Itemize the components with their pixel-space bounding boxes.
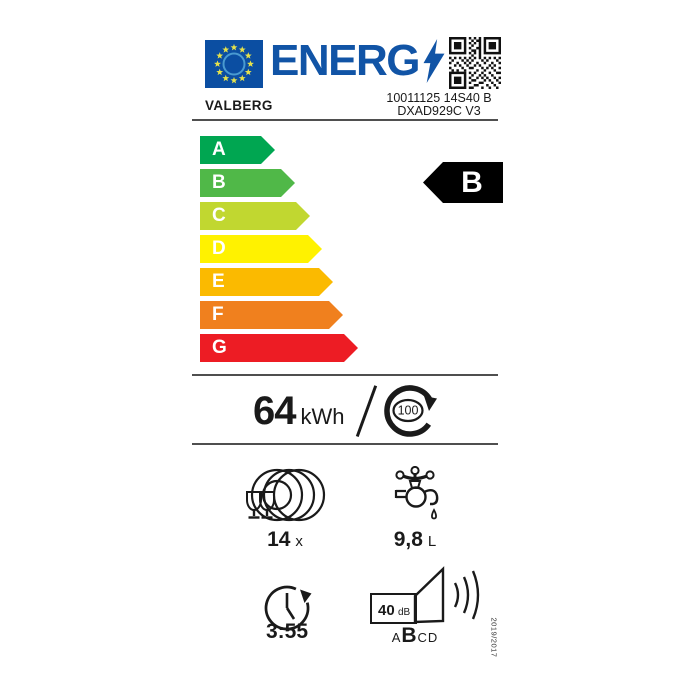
divider <box>192 119 498 121</box>
sound-wave <box>462 576 470 614</box>
energy-logo: ENERG <box>270 36 446 86</box>
noise-class-d: D <box>427 630 439 645</box>
scale-letter: C <box>212 205 226 226</box>
model-identifier: 10011125 14S40 B DXAD929C V3 <box>378 92 500 118</box>
place-settings-icon <box>246 468 326 522</box>
brand-name: VALBERG <box>205 98 273 113</box>
water-stat: 9,8 L <box>370 528 460 552</box>
scale-letter: F <box>212 304 224 325</box>
noise-class-scale: A B C D <box>370 624 460 648</box>
noise-class-b: B <box>401 624 418 647</box>
scale-arrow-a: A <box>200 136 275 164</box>
duration-stat: 3:55 <box>242 620 332 644</box>
lightning-bolt-icon <box>423 39 445 83</box>
noise-class-a: A <box>391 630 402 645</box>
energy-value: 64 <box>253 388 296 433</box>
cycle-duration-icon <box>264 585 312 631</box>
scale-letter: A <box>212 139 226 160</box>
noise-icon: 40 dB <box>370 566 480 624</box>
model-line1: 10011125 14S40 B <box>386 91 492 105</box>
water-value: 9,8 <box>393 528 423 551</box>
duration-value: 3:55 <box>265 620 309 643</box>
energy-unit: kWh <box>300 403 345 429</box>
scale-letter: B <box>212 172 226 193</box>
energy-logo-text: ENERG <box>270 36 420 85</box>
sound-wave <box>453 582 460 608</box>
rated-class-letter: B <box>461 165 483 199</box>
per-100-cycles-icon: 100 <box>384 385 437 437</box>
scale-arrow-e: E <box>200 268 333 296</box>
divider <box>192 374 498 376</box>
noise-value: 40 <box>378 602 395 619</box>
scale-arrow-b: B <box>200 169 295 197</box>
capacity-unit: x <box>295 533 303 550</box>
divider <box>192 443 498 445</box>
per-cycles-value: 100 <box>398 404 419 418</box>
water-unit: L <box>427 533 437 550</box>
scale-arrow-f: F <box>200 301 343 329</box>
scale-letter: D <box>212 238 226 259</box>
scale-arrow-c: C <box>200 202 310 230</box>
eu-flag-icon <box>205 40 263 88</box>
energy-value-group: 64 kWh <box>253 389 345 434</box>
model-line2: DXAD929C V3 <box>397 104 481 118</box>
regulation-reference: 2019/2017 <box>489 617 499 658</box>
scale-arrow-g: G <box>200 334 358 362</box>
sound-wave <box>471 570 480 620</box>
scale-arrow-d: D <box>200 235 322 263</box>
scale-letter: E <box>212 271 225 292</box>
noise-class-c: C <box>417 630 428 645</box>
noise-unit: dB <box>398 607 411 618</box>
qr-code-icon <box>449 37 501 89</box>
energy-consumption: 64 kWh 100 <box>192 382 498 440</box>
rated-class-pointer: B <box>423 162 503 203</box>
scale-letter: G <box>212 337 227 358</box>
water-tap-icon <box>394 466 439 520</box>
capacity-stat: 14 x <box>240 528 330 552</box>
capacity-value: 14 <box>267 528 291 551</box>
slash-divider <box>355 385 377 437</box>
